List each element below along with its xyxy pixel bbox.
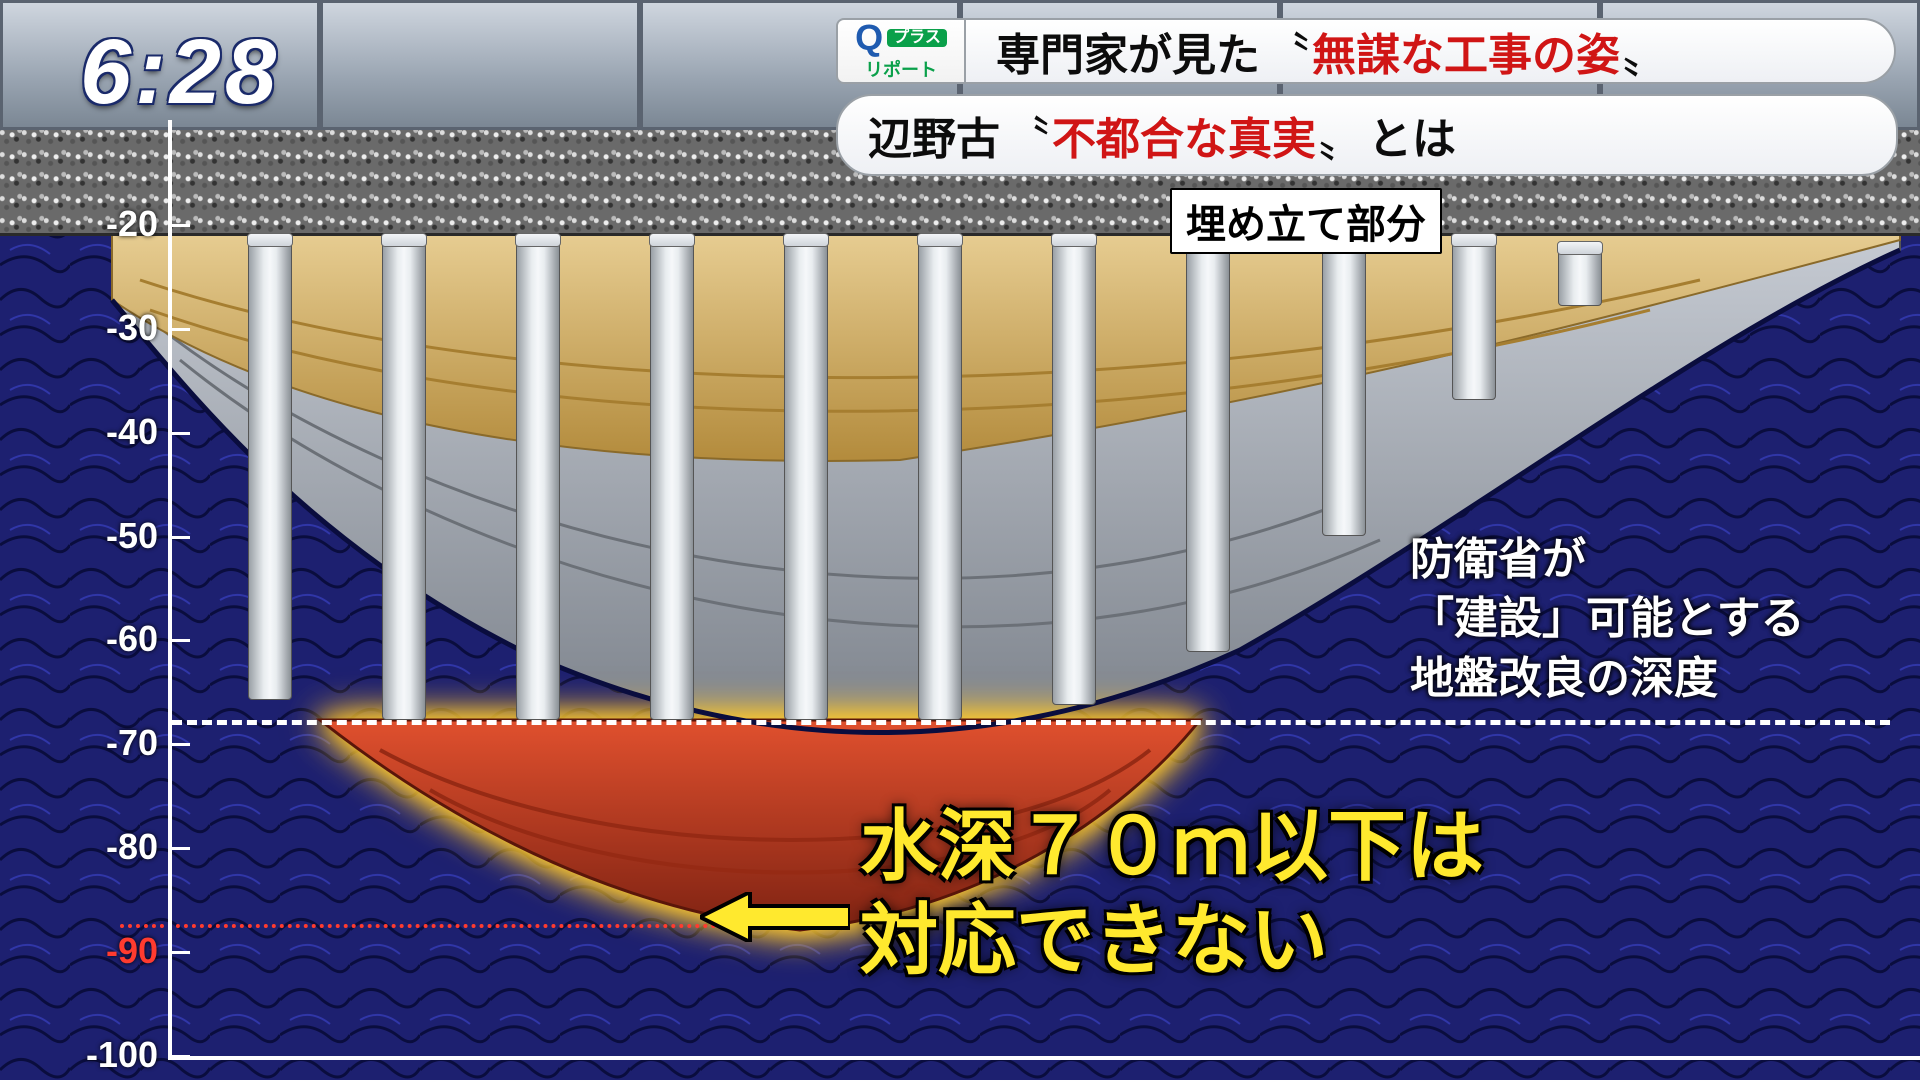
depth-axis: -20-30-40-50-60-70-80-90-100 xyxy=(110,120,170,1060)
open-quote-icon: 〝 xyxy=(1000,100,1052,170)
axis-tick xyxy=(168,951,190,954)
program-badge: Qプラス リポート xyxy=(836,18,966,84)
concrete-block xyxy=(320,0,640,130)
depth-70-line xyxy=(172,720,1890,725)
pile xyxy=(516,240,560,720)
axis-tick-label: -80 xyxy=(106,826,158,868)
headline-banners: Qプラス リポート 専門家が見た 〝 無謀な工事の姿 〟 辺野古 〝 不都合な真… xyxy=(836,18,1898,176)
pile xyxy=(918,240,962,720)
axis-tick xyxy=(168,1055,190,1058)
yellow-callout: 水深７０ｍ以下は 対応できない xyxy=(700,800,1484,987)
right-note-l2: 「建設」可能とする xyxy=(1410,589,1805,648)
pile xyxy=(248,240,292,700)
arrow-left-icon xyxy=(700,869,850,919)
banner1-prefix: 専門家が見た xyxy=(996,19,1260,83)
pile xyxy=(1052,240,1096,705)
pile xyxy=(650,240,694,720)
axis-tick-label: -50 xyxy=(106,515,158,557)
axis-tick-label: -70 xyxy=(106,722,158,764)
right-note: 防衛省が 「建設」可能とする 地盤改良の深度 xyxy=(1410,530,1805,708)
banner-2: 辺野古 〝 不都合な真実 〟 とは xyxy=(836,94,1898,176)
pile xyxy=(1558,248,1602,306)
right-note-l1: 防衛省が xyxy=(1410,530,1805,589)
axis-tick xyxy=(168,847,190,850)
axis-tick-label: -30 xyxy=(106,307,158,349)
pile xyxy=(784,240,828,720)
banner1-accent: 無謀な工事の姿 xyxy=(1312,19,1620,83)
pile xyxy=(1186,240,1230,652)
axis-tick-label: -100 xyxy=(86,1034,158,1076)
axis-base-line xyxy=(168,1056,1920,1060)
banner-1: 専門家が見た 〝 無謀な工事の姿 〟 xyxy=(966,18,1896,84)
axis-tick xyxy=(168,743,190,746)
badge-sub: リポート xyxy=(865,56,937,82)
axis-tick xyxy=(168,432,190,435)
badge-q: Q xyxy=(855,20,883,56)
axis-tick xyxy=(168,328,190,331)
close-quote-icon: 〟 xyxy=(1316,100,1368,170)
axis-vertical-line xyxy=(168,120,172,1055)
axis-tick-label: -20 xyxy=(106,203,158,245)
axis-tick xyxy=(168,536,190,539)
diagram-stage: 6:28 Qプラス リポート 専門家が見た 〝 無謀な工事の姿 〟 辺野古 〝 … xyxy=(0,0,1920,1080)
axis-tick-label: -90 xyxy=(106,930,158,972)
open-quote-icon: 〝 xyxy=(1260,16,1312,86)
pile xyxy=(382,240,426,720)
right-note-l3: 地盤改良の深度 xyxy=(1410,649,1805,708)
axis-tick-label: -40 xyxy=(106,411,158,453)
yellow-l1: 水深７０ｍ以下は xyxy=(860,800,1484,894)
banner2-accent: 不都合な真実 xyxy=(1052,103,1316,167)
landfill-label: 埋め立て部分 xyxy=(1170,188,1442,254)
broadcast-clock: 6:28 xyxy=(80,20,280,125)
close-quote-icon: 〟 xyxy=(1620,16,1672,86)
yellow-l2: 対応できない xyxy=(860,894,1484,988)
banner2-prefix: 辺野古 xyxy=(868,103,1000,167)
axis-tick-label: -60 xyxy=(106,618,158,660)
axis-tick xyxy=(168,639,190,642)
banner-row-1: Qプラス リポート 専門家が見た 〝 無謀な工事の姿 〟 xyxy=(836,18,1898,84)
pile xyxy=(1322,240,1366,536)
pile xyxy=(1452,240,1496,400)
axis-tick xyxy=(168,224,190,227)
banner2-suffix: とは xyxy=(1368,103,1456,167)
badge-plus: プラス xyxy=(887,29,947,47)
